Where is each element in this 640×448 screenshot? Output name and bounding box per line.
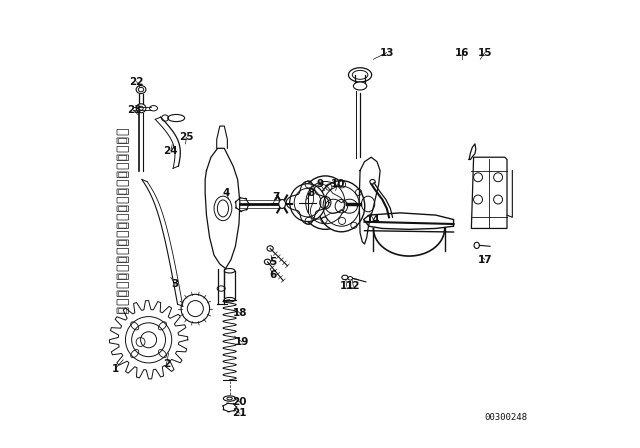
Text: 18: 18 <box>232 308 247 318</box>
Text: 16: 16 <box>455 47 470 58</box>
Ellipse shape <box>342 275 348 280</box>
Ellipse shape <box>353 82 367 90</box>
Text: 9: 9 <box>316 179 324 189</box>
Text: 6: 6 <box>269 270 277 280</box>
Ellipse shape <box>136 104 146 113</box>
Text: 15: 15 <box>477 47 492 58</box>
Ellipse shape <box>224 268 235 273</box>
Polygon shape <box>472 157 507 228</box>
Text: 11: 11 <box>339 281 354 291</box>
Text: 21: 21 <box>232 408 247 418</box>
Text: 3: 3 <box>172 279 179 289</box>
Text: 20: 20 <box>232 397 247 407</box>
Ellipse shape <box>279 199 285 208</box>
Ellipse shape <box>223 396 236 401</box>
Ellipse shape <box>349 68 372 82</box>
Text: 12: 12 <box>346 281 361 291</box>
Text: 13: 13 <box>380 47 394 58</box>
Ellipse shape <box>290 184 325 222</box>
Text: 19: 19 <box>235 337 249 347</box>
Text: 22: 22 <box>129 77 144 86</box>
Ellipse shape <box>214 196 232 221</box>
Ellipse shape <box>150 106 157 111</box>
Text: 2: 2 <box>163 359 170 369</box>
Text: 14: 14 <box>366 215 381 224</box>
Ellipse shape <box>168 115 185 121</box>
Text: 4: 4 <box>223 188 230 198</box>
Text: 7: 7 <box>272 192 279 202</box>
Ellipse shape <box>370 180 375 184</box>
Polygon shape <box>364 213 454 229</box>
Ellipse shape <box>224 297 235 302</box>
Ellipse shape <box>301 176 350 229</box>
Ellipse shape <box>474 242 479 249</box>
Text: 24: 24 <box>164 146 178 155</box>
Ellipse shape <box>318 181 365 232</box>
Ellipse shape <box>264 259 271 264</box>
Text: 25: 25 <box>179 132 194 142</box>
Text: 5: 5 <box>269 257 277 267</box>
Ellipse shape <box>348 276 353 280</box>
Text: 23: 23 <box>127 105 141 116</box>
Ellipse shape <box>267 246 273 251</box>
Text: 00300248: 00300248 <box>484 413 527 422</box>
Text: 1: 1 <box>111 364 119 374</box>
Ellipse shape <box>136 86 146 94</box>
Text: 8: 8 <box>307 188 315 198</box>
Text: 17: 17 <box>477 254 492 265</box>
Text: 10: 10 <box>330 179 345 189</box>
